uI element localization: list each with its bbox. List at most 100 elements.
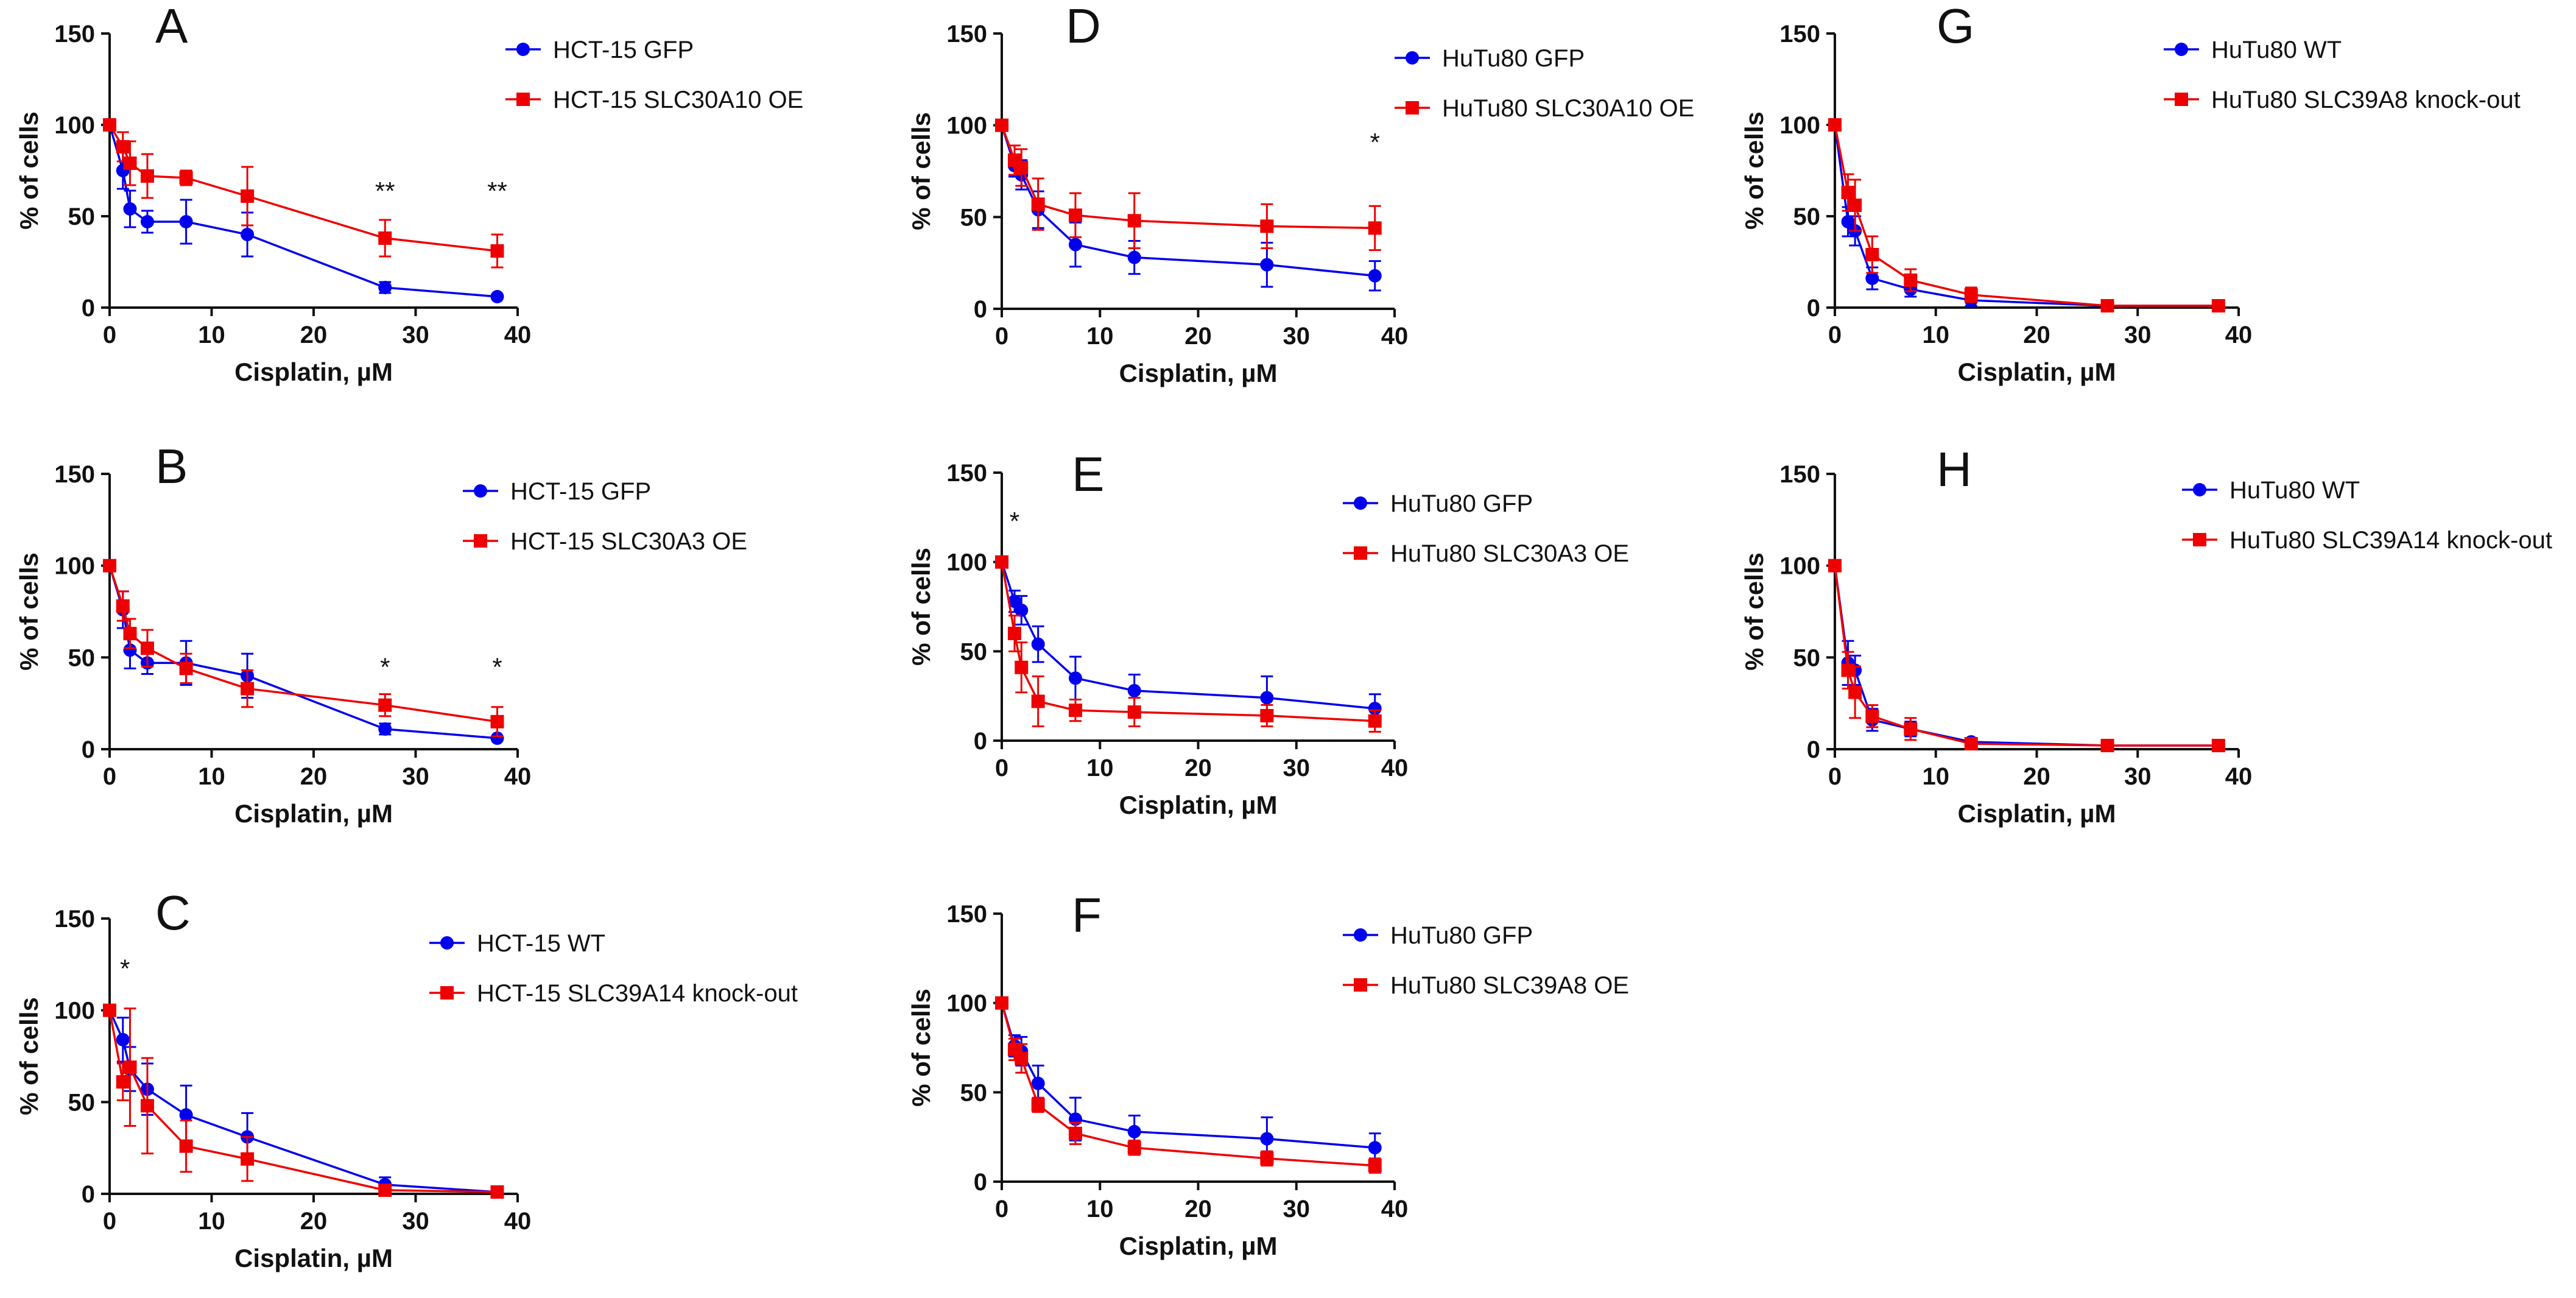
data-point	[1015, 160, 1029, 174]
x-tick-label: 20	[300, 322, 328, 348]
significance-marker: *	[1370, 128, 1380, 157]
plot-area: 0 50 100 150 0 10 20 30 40 Cisplatin, µM % of cell…	[907, 888, 1629, 1260]
legend: HuTu80 GFP HuTu80 SLC30A3 OE	[1343, 490, 1629, 567]
data-point	[490, 244, 504, 258]
data-point	[241, 1152, 255, 1166]
legend-item: HCT-15 WT	[429, 930, 605, 957]
data-point	[2100, 299, 2114, 312]
legend-item: HCT-15 GFP	[505, 37, 694, 63]
y-tick-label: 150	[1779, 461, 1820, 488]
x-tick-label: 40	[1381, 323, 1409, 350]
data-point	[490, 1185, 504, 1199]
data-point	[140, 1099, 154, 1113]
legend-item: HCT-15 SLC30A10 OE	[505, 86, 803, 113]
legend-marker	[440, 936, 454, 950]
legend: HuTu80 WT HuTu80 SLC39A14 knock-out	[2182, 477, 2552, 554]
legend-item: HuTu80 SLC39A8 OE	[1343, 972, 1629, 999]
legend-item: HuTu80 SLC30A10 OE	[1395, 95, 1694, 122]
x-tick-label: 40	[2225, 763, 2253, 790]
data-point	[1841, 186, 1855, 199]
panel-a: 0 50 100 150 0 10 20 30 40 Cisplatin, µM % of cell…	[15, 0, 803, 386]
y-axis-title: % of cells	[907, 548, 935, 666]
data-point	[1848, 199, 1862, 212]
data-point	[140, 215, 154, 228]
x-tick-label: 10	[198, 322, 225, 348]
data-point	[140, 641, 154, 655]
data-point	[1260, 219, 1274, 233]
x-tick-label: 20	[2023, 763, 2050, 790]
significance-marker: *	[1010, 507, 1019, 535]
legend-label: HuTu80 SLC39A8 knock-out	[2211, 86, 2521, 113]
legend-label: HuTu80 GFP	[1442, 45, 1585, 72]
data-point	[1368, 714, 1382, 728]
plot-area: 0 50 100 150 0 10 20 30 40 Cisplatin, µM % of cell…	[1740, 442, 2552, 828]
data-point	[1068, 671, 1082, 685]
x-tick-label: 30	[402, 322, 429, 348]
data-point	[179, 171, 193, 185]
y-tick-label: 150	[54, 21, 95, 48]
data-point	[103, 559, 116, 573]
panel-letter: F	[1072, 888, 1102, 942]
data-point	[179, 661, 193, 675]
plot-area: 0 50 100 150 0 10 20 30 40 Cisplatin, µM % of cell…	[907, 447, 1629, 819]
y-axis-title: % of cells	[15, 111, 43, 230]
data-point	[1841, 663, 1855, 677]
series-blue	[1828, 559, 2225, 752]
x-tick-label: 0	[103, 1208, 116, 1235]
panel-g: 0 50 100 150 0 10 20 30 40 Cisplatin, µM % of cell…	[1740, 0, 2521, 386]
data-point	[1848, 685, 1862, 699]
y-tick-label: 100	[1779, 112, 1820, 139]
data-point	[2211, 738, 2225, 752]
data-point	[116, 599, 130, 613]
y-tick-label: 0	[974, 296, 987, 323]
y-tick-label: 150	[54, 906, 95, 933]
x-tick-label: 10	[1923, 322, 1950, 348]
legend-label: HCT-15 GFP	[510, 478, 651, 505]
y-axis-title: % of cells	[907, 989, 935, 1107]
x-tick-label: 0	[995, 323, 1008, 350]
series-line	[108, 124, 498, 298]
data-point	[123, 643, 137, 657]
data-point	[116, 1075, 130, 1089]
data-point	[1068, 704, 1082, 718]
data-point	[1828, 559, 1842, 573]
panel-letter: C	[155, 886, 191, 940]
data-point	[1865, 709, 1879, 723]
legend-label: HuTu80 SLC30A10 OE	[1442, 95, 1694, 122]
x-tick-label: 10	[1086, 755, 1114, 781]
data-point	[378, 281, 392, 294]
y-tick-label: 50	[960, 1079, 988, 1106]
x-tick-label: 40	[504, 322, 532, 348]
legend-item: HuTu80 SLC30A3 OE	[1343, 540, 1629, 567]
x-tick-label: 0	[1828, 322, 1842, 348]
x-tick-label: 10	[1086, 1196, 1114, 1222]
series-blue	[103, 1003, 504, 1199]
legend-label: HuTu80 SLC30A3 OE	[1390, 540, 1629, 567]
legend-item: HuTu80 SLC39A8 knock-out	[2164, 86, 2521, 113]
data-point	[241, 228, 255, 241]
data-point	[1127, 214, 1141, 228]
y-tick-label: 150	[1779, 21, 1820, 48]
legend-marker	[1354, 496, 1367, 510]
legend: HuTu80 GFP HuTu80 SLC39A8 OE	[1343, 922, 1629, 999]
y-tick-label: 150	[946, 460, 987, 487]
y-axis-title: % of cells	[1740, 552, 1768, 671]
data-point	[1865, 272, 1879, 285]
legend-label: HuTu80 SLC39A14 knock-out	[2229, 527, 2552, 554]
significance-marker: *	[120, 954, 130, 982]
data-point	[1031, 1098, 1045, 1112]
data-point	[378, 231, 392, 245]
x-tick-label: 20	[1184, 323, 1212, 350]
x-tick-label: 20	[300, 763, 328, 790]
panel-letter: B	[155, 439, 188, 493]
series-blue	[995, 555, 1382, 724]
data-point	[1260, 1132, 1274, 1146]
data-point	[123, 202, 137, 216]
y-tick-label: 50	[960, 638, 988, 665]
legend-marker	[2175, 93, 2188, 106]
y-tick-label: 100	[946, 549, 987, 576]
data-point	[490, 731, 504, 745]
data-point	[1127, 1124, 1141, 1138]
data-point	[1015, 603, 1029, 617]
y-tick-label: 100	[54, 998, 95, 1025]
